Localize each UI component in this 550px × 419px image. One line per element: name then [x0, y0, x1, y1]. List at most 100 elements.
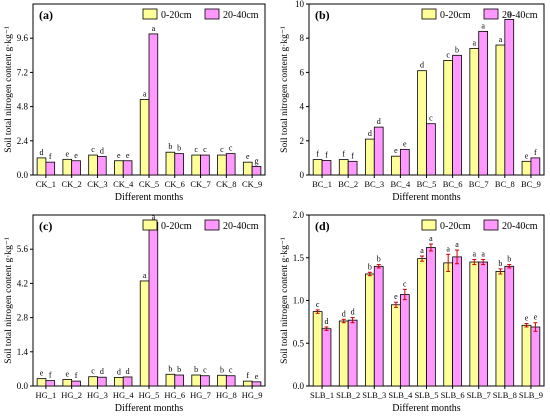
significance-letter: e — [66, 369, 70, 378]
bar — [469, 48, 480, 176]
legend-label: 20-40cm — [223, 10, 259, 21]
y-tick-label: 10 — [295, 0, 305, 9]
significance-letter: b — [177, 365, 181, 374]
significance-letter: e — [126, 151, 130, 160]
bar — [71, 380, 81, 387]
x-tick-label: HG_2 — [61, 390, 82, 400]
bar — [88, 376, 98, 387]
bar — [114, 377, 124, 387]
bar — [225, 375, 236, 387]
significance-letter: f — [342, 150, 345, 159]
significance-letter: f — [351, 151, 354, 160]
significance-letter: e — [40, 369, 44, 378]
panel-label: (d) — [315, 219, 330, 233]
x-tick-label: SLB_9 — [519, 390, 543, 400]
x-axis-title: Different months — [115, 403, 184, 414]
y-tick-label: 2.0 — [293, 210, 305, 220]
x-tick-label: BC_2 — [338, 179, 358, 189]
x-tick-label: CK_3 — [87, 179, 107, 189]
y-tick-label: 1.0 — [293, 296, 305, 306]
significance-letter: b — [455, 45, 459, 54]
bar — [391, 304, 401, 387]
y-tick-label: 8 — [300, 33, 305, 43]
significance-letter: f — [246, 371, 249, 380]
significance-letter: f — [49, 371, 52, 380]
bar — [36, 157, 47, 176]
legend-swatch — [421, 219, 437, 231]
bar — [521, 324, 532, 387]
legend-swatch — [483, 8, 499, 20]
legend-label: 20-40cm — [502, 221, 538, 232]
x-tick-label: BC_6 — [443, 179, 463, 189]
significance-letter: c — [446, 50, 450, 59]
y-tick-label: 4 — [300, 102, 305, 112]
significance-letter: a — [481, 249, 485, 258]
y-tick-label: 5.6 — [17, 244, 29, 254]
x-tick-label: SLB_4 — [388, 390, 413, 400]
significance-letter: e — [525, 151, 529, 160]
x-tick-label: CK_4 — [113, 179, 134, 189]
significance-letter: f — [49, 152, 52, 161]
significance-letter: b — [377, 255, 381, 264]
significance-letter: d — [377, 117, 381, 126]
panel-label: (b) — [315, 8, 330, 22]
significance-letter: b — [498, 259, 502, 268]
significance-letter: c — [229, 366, 233, 375]
bar — [399, 294, 410, 387]
significance-letter: d — [40, 148, 44, 157]
x-tick-label: BC_3 — [364, 179, 384, 189]
bar — [200, 154, 210, 176]
y-tick-label: 1.4 — [17, 347, 29, 357]
x-tick-label: HG_9 — [242, 390, 263, 400]
bar — [452, 54, 462, 176]
x-tick-label: CK_9 — [242, 179, 262, 189]
y-axis-title: Soil total nitrogen content g·kg⁻¹ — [4, 237, 14, 364]
bar — [165, 373, 176, 387]
bar — [251, 381, 262, 387]
significance-letter: f — [325, 150, 328, 159]
x-tick-label: CK_6 — [165, 179, 185, 189]
significance-letter: c — [203, 366, 207, 375]
bar — [174, 374, 184, 387]
x-tick-label: SLB_3 — [362, 390, 386, 400]
bar — [242, 161, 253, 176]
bar — [45, 380, 56, 387]
bar — [417, 258, 427, 387]
bar — [312, 159, 323, 176]
y-tick-label: 0.0 — [17, 170, 29, 180]
significance-letter: a — [152, 24, 156, 33]
y-tick-label: 0 — [300, 170, 305, 180]
significance-letter: e — [255, 372, 259, 381]
significance-letter: f — [534, 148, 537, 157]
significance-letter: a — [143, 271, 147, 280]
bar — [242, 380, 253, 387]
y-tick-label: 0.0 — [293, 381, 305, 391]
bar — [122, 160, 133, 176]
significance-letter: d — [342, 309, 346, 318]
significance-letter: a — [455, 240, 459, 249]
bar — [504, 18, 515, 176]
bar — [338, 320, 349, 387]
x-tick-label: CK_5 — [139, 179, 159, 189]
y-tick-label: 6 — [300, 67, 305, 77]
bar — [191, 154, 201, 176]
significance-letter: a — [420, 246, 424, 255]
bar — [452, 256, 462, 387]
bar — [321, 328, 332, 387]
chart-panel-3: 0.01.42.84.25.6HG_1e fHG_2e fHG_3c dHG_4d dH… — [4, 212, 266, 414]
significance-letter: b — [168, 142, 172, 151]
x-axis-title: Different months — [115, 192, 184, 203]
legend-swatch — [483, 219, 499, 231]
legend-label: 0-20cm — [161, 221, 192, 232]
bar — [97, 376, 107, 387]
significance-letter: b — [507, 255, 511, 264]
significance-letter: c — [194, 145, 198, 154]
x-tick-label: SLB_5 — [414, 390, 438, 400]
panel-label: (c) — [39, 219, 52, 233]
bar — [97, 156, 107, 176]
significance-letter: c — [229, 144, 233, 153]
bar — [225, 153, 236, 176]
legend-swatch — [204, 8, 220, 20]
legend-swatch — [142, 219, 158, 231]
